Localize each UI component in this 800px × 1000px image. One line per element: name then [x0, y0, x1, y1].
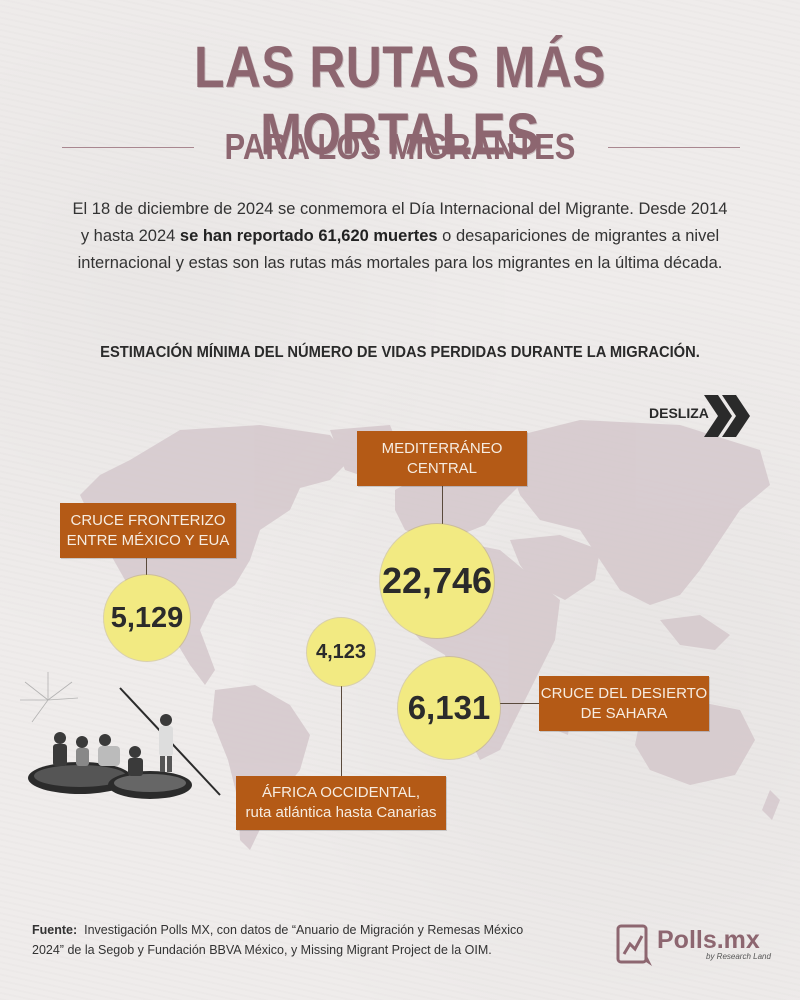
bubble-mexico-usa: 5,129 — [104, 575, 190, 661]
intro-highlight: se han reportado 61,620 muertes — [179, 227, 438, 245]
migrant-figures — [53, 714, 173, 776]
connector-mexico — [146, 557, 147, 575]
subtitle-rule-right — [608, 147, 740, 148]
label-mediterraneo-line1: MEDITERRÁNEO — [381, 439, 503, 457]
page-title: LAS RUTAS MÁS MORTALES — [193, 35, 607, 167]
map-new-zealand — [762, 790, 780, 820]
connector-africa-occidental — [341, 684, 342, 776]
label-mediterraneo-line2: CENTRAL — [406, 459, 477, 477]
label-sahara-line2: DE SAHARA — [580, 704, 668, 722]
map-southeast-asia — [660, 615, 730, 650]
label-mediterraneo: MEDITERRÁNEO CENTRAL — [357, 431, 527, 486]
polls-logo-icon[interactable] — [616, 924, 654, 968]
source-label: Fuente: — [32, 923, 78, 937]
swipe-label[interactable]: DESLIZA — [649, 405, 709, 421]
connector-mediterraneo — [442, 486, 443, 524]
double-chevron-right-icon[interactable] — [702, 393, 752, 439]
label-sahara: CRUCE DEL DESIERTO DE SAHARA — [539, 676, 709, 731]
intro-text-2: o desapariciones de migrantes a nivel in… — [77, 227, 723, 272]
bubble-africa-occidental: 4,123 — [307, 618, 375, 686]
label-mexico-usa: CRUCE FRONTERIZO ENTRE MÉXICO Y EUA — [60, 503, 236, 558]
map-south-america — [212, 685, 310, 850]
label-sahara-line1: CRUCE DEL DESIERTO — [540, 684, 708, 702]
label-africa-line2: ruta atlántica hasta Canarias — [245, 804, 437, 821]
subtitle-rule-left — [62, 147, 194, 148]
intro-paragraph: El 18 de diciembre de 2024 se conmemora … — [70, 196, 730, 277]
source-text: Investigación Polls MX, con datos de “An… — [32, 923, 524, 957]
logo-name[interactable]: Polls.mx — [657, 926, 760, 954]
connector-sahara — [500, 703, 540, 704]
map-middle-east — [510, 535, 600, 600]
estimation-heading: ESTIMACIÓN MÍNIMA DEL NÚMERO DE VIDAS PE… — [100, 344, 700, 361]
logo-tagline: by Research Land — [706, 952, 771, 961]
map-asia — [500, 420, 770, 605]
page-subtitle: PARA LOS MIGRANTES — [224, 126, 576, 167]
source-note: Fuente: Investigación Polls MX, con dato… — [32, 920, 532, 960]
label-mexico-line1: CRUCE FRONTERIZO — [70, 511, 226, 529]
label-mexico-line2: ENTRE MÉXICO Y EUA — [66, 531, 230, 549]
intro-text-1: El 18 de diciembre de 2024 se conmemora … — [72, 200, 728, 245]
label-africa-line1: ÁFRICA OCCIDENTAL, — [261, 784, 421, 801]
bubble-mediterraneo: 22,746 — [380, 524, 494, 638]
migrant-boat-illustration — [20, 672, 221, 799]
label-africa-occidental: ÁFRICA OCCIDENTAL, ruta atlántica hasta … — [236, 776, 446, 830]
bubble-sahara: 6,131 — [398, 657, 500, 759]
